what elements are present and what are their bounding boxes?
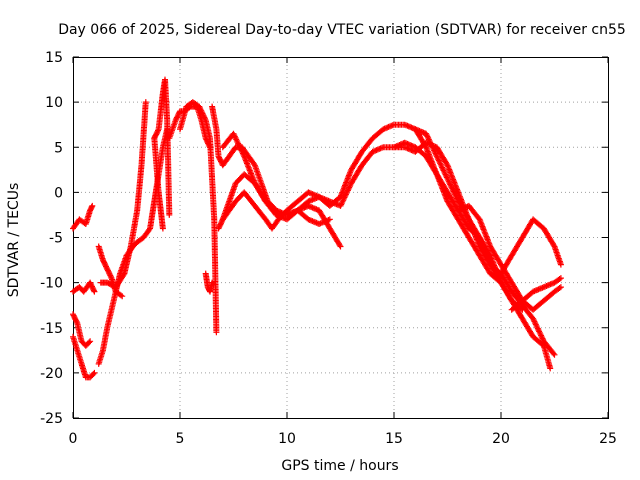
x-tick-label: 10 <box>278 431 296 447</box>
data-point <box>87 338 94 345</box>
data-series-track-18 <box>412 126 554 372</box>
y-tick-label: 5 <box>54 140 63 156</box>
data-point <box>213 329 220 336</box>
data-point <box>119 293 126 300</box>
y-tick-label: -20 <box>40 366 63 382</box>
data-point <box>557 284 564 291</box>
y-tick-label: -10 <box>40 276 63 292</box>
data-series-track-19 <box>455 202 564 313</box>
data-point <box>557 275 564 282</box>
x-axis-label: GPS time / hours <box>281 458 398 474</box>
data-series-track-11 <box>177 99 220 336</box>
data-point <box>200 111 207 118</box>
data-point <box>159 225 166 232</box>
data-series-track-9 <box>151 135 166 232</box>
data-series-track-21 <box>508 275 564 313</box>
data-point <box>142 99 149 106</box>
data-point <box>146 226 153 233</box>
y-tick-label: 0 <box>54 185 63 201</box>
x-tick-label: 0 <box>69 431 78 447</box>
axes-layer: 0 5 10 15 20 25 -25 -20 -15 -10 -5 0 5 10 15 <box>40 50 617 447</box>
data-series-track-20 <box>498 216 564 277</box>
data-point <box>166 211 173 218</box>
data-point <box>337 243 344 250</box>
data-series-track-7 <box>95 243 126 300</box>
data-series-track-10 <box>166 103 213 151</box>
data-series-track-1 <box>70 202 96 232</box>
data-point <box>120 271 127 278</box>
data-point <box>117 292 124 299</box>
x-tick-label: 5 <box>176 431 185 447</box>
y-tick-label: -5 <box>49 231 63 247</box>
data-point <box>209 279 216 286</box>
data-point <box>550 350 557 357</box>
data-point <box>557 261 564 268</box>
data-point <box>89 202 96 209</box>
data-point <box>408 124 415 131</box>
data-point <box>86 339 93 346</box>
data-series-track-12 <box>202 270 216 295</box>
data-point <box>197 106 204 113</box>
y-axis-label: SDTVAR / TECUs <box>6 183 22 298</box>
data-series-track-6 <box>97 99 149 291</box>
x-tick-label: 25 <box>599 431 617 447</box>
data-layer <box>70 76 564 381</box>
data-point <box>389 122 396 129</box>
grid-layer <box>73 57 608 418</box>
y-tick-label: 10 <box>45 95 63 111</box>
x-tick-label: 15 <box>385 431 403 447</box>
y-tick-label: 15 <box>45 50 63 66</box>
data-point <box>551 351 558 358</box>
data-point <box>550 242 557 249</box>
data-point <box>90 371 97 377</box>
data-point <box>326 216 333 223</box>
data-point <box>336 242 343 249</box>
data-series-track-3 <box>70 311 94 349</box>
data-series-track-15 <box>219 130 344 250</box>
y-tick-label: -15 <box>40 321 63 337</box>
data-point <box>91 369 98 376</box>
data-point <box>556 285 563 291</box>
data-point <box>91 288 98 295</box>
data-point <box>198 109 205 116</box>
data-series-track-16 <box>219 139 526 313</box>
data-point <box>547 365 554 372</box>
data-point <box>88 204 95 210</box>
data-point <box>73 318 80 325</box>
data-series-track-4 <box>70 333 98 381</box>
data-series-track-2 <box>70 279 98 295</box>
data-point <box>202 115 208 122</box>
data-point <box>556 276 563 282</box>
y-tick-label: -25 <box>40 411 63 427</box>
chart-title: Day 066 of 2025, Sidereal Day-to-day VTE… <box>58 22 626 38</box>
data-point <box>401 121 408 128</box>
x-tick-label: 20 <box>492 431 510 447</box>
